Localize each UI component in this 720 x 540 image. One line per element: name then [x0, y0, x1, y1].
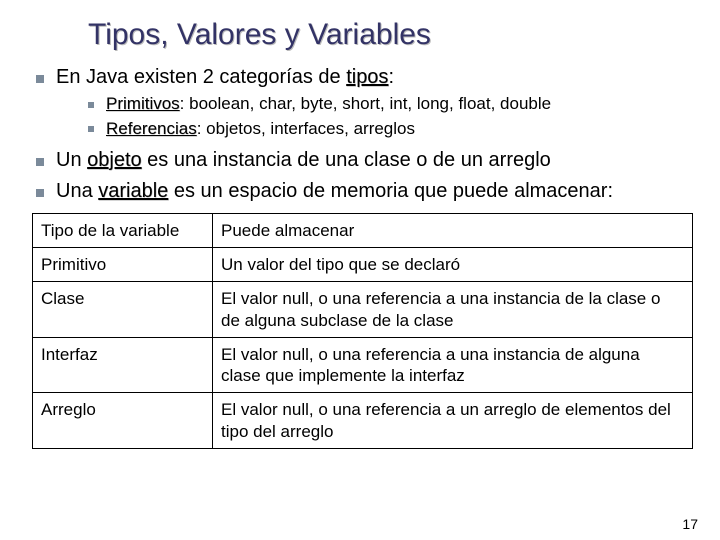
table-cell: Arreglo: [33, 393, 213, 449]
table-header-cell: Puede almacenar: [213, 213, 693, 247]
keyword: Primitivos: [106, 94, 180, 113]
bullet-text: Una: [56, 180, 98, 202]
table-header-cell: Tipo de la variable: [33, 213, 213, 247]
bullet-lvl1: Un objeto es una instancia de una clase …: [28, 147, 692, 174]
keyword: Referencias: [106, 119, 197, 138]
bullet-text: : boolean, char, byte, short, int, long,…: [180, 94, 551, 113]
table-row: Primitivo Un valor del tipo que se decla…: [33, 248, 693, 282]
types-table: Tipo de la variable Puede almacenar Prim…: [32, 213, 693, 449]
table-cell: Primitivo: [33, 248, 213, 282]
table-cell: Clase: [33, 282, 213, 338]
table-cell: El valor null, o una referencia a una in…: [213, 337, 693, 393]
table-header-row: Tipo de la variable Puede almacenar: [33, 213, 693, 247]
bullet-lvl2: Primitivos: boolean, char, byte, short, …: [82, 93, 692, 116]
table-cell: El valor null, o una referencia a una in…: [213, 282, 693, 338]
keyword: objeto: [87, 149, 142, 171]
bullet-lvl1: Una variable es un espacio de memoria qu…: [28, 178, 692, 205]
slide-title: Tipos, Valores y Variables: [88, 18, 692, 52]
slide: Tipos, Valores y Variables En Java exist…: [0, 0, 720, 540]
keyword: tipos: [346, 66, 388, 88]
table-cell: Interfaz: [33, 337, 213, 393]
bullet-list: En Java existen 2 categorías de tipos: P…: [28, 64, 692, 205]
page-number: 17: [682, 516, 698, 532]
bullet-text: :: [388, 66, 394, 88]
table-cell: El valor null, o una referencia a un arr…: [213, 393, 693, 449]
bullet-lvl1: En Java existen 2 categorías de tipos: P…: [28, 64, 692, 141]
bullet-sublist: Primitivos: boolean, char, byte, short, …: [56, 93, 692, 141]
table-cell: Un valor del tipo que se declaró: [213, 248, 693, 282]
bullet-lvl2: Referencias: objetos, interfaces, arregl…: [82, 118, 692, 141]
bullet-text: En Java existen 2 categorías de: [56, 66, 346, 88]
bullet-text: : objetos, interfaces, arreglos: [197, 119, 415, 138]
table-row: Clase El valor null, o una referencia a …: [33, 282, 693, 338]
table-row: Arreglo El valor null, o una referencia …: [33, 393, 693, 449]
table-row: Interfaz El valor null, o una referencia…: [33, 337, 693, 393]
bullet-text: Un: [56, 149, 87, 171]
bullet-text: es una instancia de una clase o de un ar…: [142, 149, 551, 171]
bullet-text: es un espacio de memoria que puede almac…: [168, 180, 613, 202]
keyword: variable: [98, 180, 168, 202]
